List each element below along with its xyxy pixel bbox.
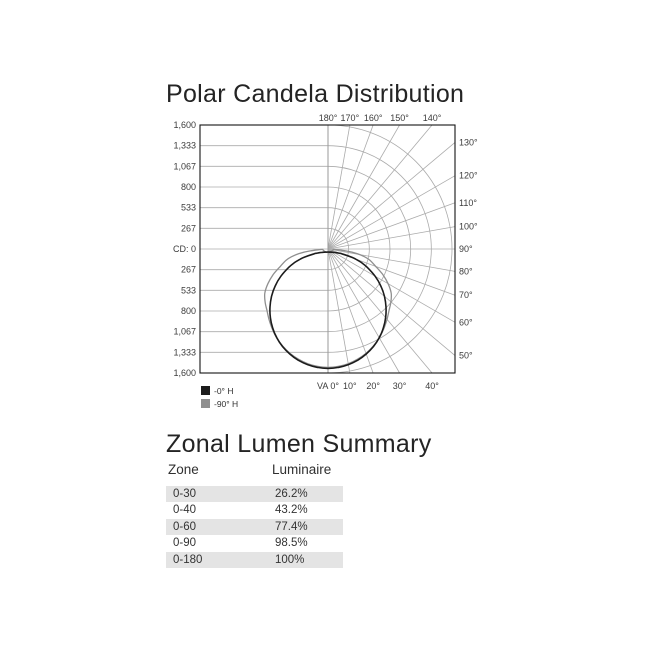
table-body: 0-30 26.2% 0-40 43.2% 0-60 77.4% 0-90 98.5% 0-18… — [166, 486, 343, 568]
right-angle-label: 80° — [459, 266, 473, 276]
top-angle-label: 170° — [341, 113, 360, 123]
left-axis-tick-label: 1,067 — [173, 161, 196, 171]
left-axis-tick-label: 1,067 — [173, 327, 196, 337]
legend-item-0h: -0° H — [201, 385, 238, 396]
legend-swatch-0h-icon — [201, 386, 210, 395]
right-angle-label: 70° — [459, 290, 473, 300]
angle-gridline — [327, 175, 456, 250]
zone-cell: 0-40 — [173, 504, 197, 517]
bottom-angle-label: 40° — [425, 381, 439, 391]
left-axis-tick-label: 1,600 — [173, 368, 196, 378]
bottom-angle-label: 30° — [393, 381, 407, 391]
right-angle-label: 110° — [459, 198, 477, 208]
right-angle-label: 100° — [459, 222, 478, 232]
left-axis-tick-label: 267 — [181, 223, 196, 233]
angle-gridline — [327, 248, 400, 374]
luminaire-cell: 100% — [275, 553, 305, 566]
zonal-summary-title: Zonal Lumen Summary — [166, 430, 432, 458]
luminaire-cell: 26.2% — [275, 488, 308, 500]
col-header-zone: Zone — [168, 462, 199, 477]
left-axis-tick-label: 1,333 — [173, 141, 196, 151]
right-angle-label: 60° — [459, 317, 473, 327]
zonal-lumen-table: Zone Luminaire 0-30 26.2% 0-40 43.2% 0-60 77.… — [166, 461, 343, 568]
bottom-angle-label: 20° — [366, 381, 380, 391]
candela-curve-0h — [269, 251, 387, 370]
zone-cell: 0-180 — [173, 553, 203, 566]
candela-curve-90h — [263, 248, 393, 369]
legend-label-0h: -0° H — [214, 385, 234, 396]
candela-arc — [327, 186, 391, 312]
right-angle-label: 90° — [459, 244, 473, 254]
right-angle-label: 130° — [459, 137, 478, 147]
zone-cell: 0-90 — [173, 537, 197, 550]
candela-arc — [327, 165, 411, 333]
legend-label-90h: -90° H — [214, 398, 239, 409]
bottom-angle-label: 10° — [343, 381, 357, 391]
bottom-angle-label: VA 0° — [317, 381, 339, 391]
right-angle-label: 120° — [459, 171, 478, 181]
polar-chart-title: Polar Candela Distribution — [166, 80, 465, 108]
table-row: 0-90 98.5% — [166, 535, 343, 551]
candela-arc — [327, 207, 370, 291]
left-axis-tick-label: 267 — [181, 265, 196, 275]
table-row: 0-180 100% — [166, 551, 343, 568]
table-row: 0-40 43.2% — [166, 502, 343, 518]
left-axis-tick-label: 800 — [181, 306, 196, 316]
left-axis-tick-label: 533 — [181, 203, 196, 213]
candela-arc — [327, 124, 453, 374]
angle-gridline — [327, 124, 400, 250]
angle-gridline — [327, 248, 456, 272]
left-axis-tick-label: 1,333 — [173, 347, 196, 357]
left-axis-tick-label: 1,600 — [173, 120, 196, 130]
top-angle-label: 160° — [364, 113, 383, 123]
luminaire-cell: 98.5% — [275, 537, 308, 550]
zone-cell: 0-30 — [173, 488, 197, 500]
angle-gridline — [327, 226, 456, 250]
left-axis-tick-label: CD: 0 — [173, 244, 196, 254]
right-angle-label: 50° — [459, 351, 473, 361]
candela-arc — [327, 145, 432, 353]
col-header-luminaire: Luminaire — [272, 462, 332, 477]
top-angle-label: 180° — [319, 113, 338, 123]
table-header-row: Zone Luminaire — [166, 461, 343, 486]
angle-gridline — [327, 248, 433, 374]
angle-gridline — [327, 248, 456, 323]
angle-gridline — [327, 202, 456, 250]
top-angle-label: 140° — [423, 113, 442, 123]
angle-gridline — [327, 124, 374, 250]
angle-gridline — [327, 124, 433, 250]
legend-swatch-90h-icon — [201, 399, 210, 408]
candela-arc — [327, 227, 350, 271]
table-row: 0-30 26.2% — [166, 486, 343, 503]
angle-gridline — [327, 248, 374, 374]
luminaire-cell: 77.4% — [275, 520, 308, 533]
legend-item-90h: -90° H — [201, 398, 238, 409]
table-row: 0-60 77.4% — [166, 518, 343, 536]
left-axis-tick-label: 800 — [181, 182, 196, 192]
top-angle-label: 150° — [390, 113, 409, 123]
luminaire-cell: 43.2% — [275, 504, 308, 517]
chart-legend: -0° H -90° H — [201, 385, 238, 411]
left-axis-tick-label: 533 — [181, 285, 196, 295]
zone-cell: 0-60 — [173, 520, 197, 533]
plot-border — [199, 124, 456, 374]
